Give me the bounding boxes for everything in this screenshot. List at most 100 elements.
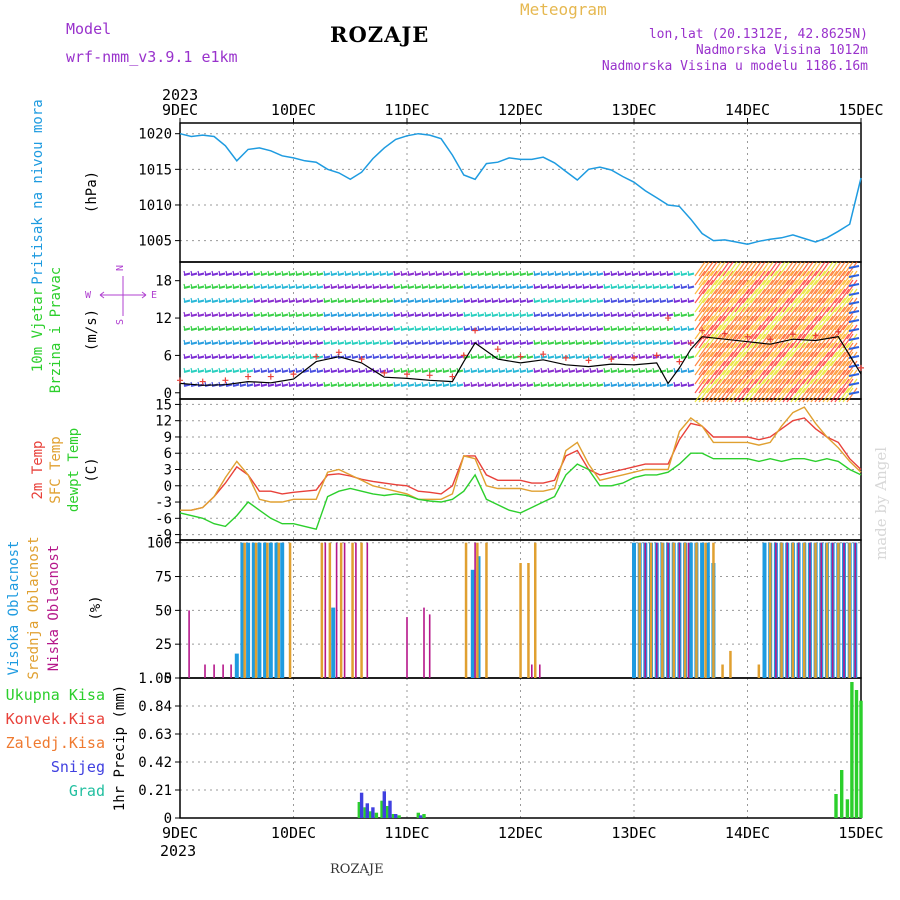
wind-barb-strong: [846, 324, 858, 340]
wind-barb-flag: [589, 339, 592, 345]
wind-barb-flag: [246, 311, 249, 317]
y-tick-label: 12: [155, 311, 172, 327]
wind-gust-mark: [767, 336, 774, 343]
wind-barb-flag: [624, 339, 627, 345]
wind-barb-flag: [477, 339, 480, 345]
wind-barb-strong: [746, 387, 758, 403]
wind-barb-strong: [778, 378, 790, 394]
wind-barb-strong: [722, 288, 734, 304]
cloud-mid-bar: [704, 542, 707, 678]
wind-barb-strong: [838, 297, 850, 313]
wind-barb-strong: [726, 360, 738, 376]
wind-barb-strong: [718, 279, 730, 295]
wind-barb-strong: [842, 306, 854, 322]
wind-barb-flag: [365, 283, 368, 289]
wind-barb-flag: [442, 311, 445, 317]
wind-barb-flag: [638, 297, 641, 303]
wind-barb-flag: [477, 270, 480, 276]
wind-gust-mark: [177, 377, 183, 384]
wind-barb-flag: [561, 283, 564, 289]
cloud-low-bar: [230, 664, 232, 678]
wind-barb-flag: [302, 311, 305, 317]
cloud-low-bar: [324, 542, 327, 678]
wind-barb-flag: [435, 297, 438, 303]
cloud-mid-bar: [825, 542, 829, 678]
wind-barb-flag: [393, 353, 396, 359]
precip-total-bar: [380, 800, 384, 818]
wind-barb-strong: [834, 297, 846, 313]
wind-barb-strong: [830, 261, 842, 277]
wind-barb-strong: [718, 288, 730, 304]
wind-barb-strong: [778, 369, 790, 385]
wind-barb-strong: [818, 333, 830, 349]
wind-barb-strong: [774, 306, 786, 322]
wind-barb-flag: [288, 297, 291, 303]
wind-barb-strong: [718, 315, 730, 331]
wind-gust-mark: [676, 358, 683, 365]
wind-barb-flag: [337, 325, 340, 331]
wind-gust-mark: [585, 357, 592, 364]
wind-barb-flag: [414, 325, 417, 331]
wind-barb-strong: [758, 306, 770, 322]
wind-barb-strong: [782, 360, 794, 376]
wind-barb-strong: [778, 360, 790, 376]
wind-barb-flag: [302, 353, 305, 359]
wind-barb-flag: [673, 297, 676, 303]
wind-barb-strong: [718, 351, 730, 367]
wind-barb-strong: [698, 360, 710, 376]
wind-barb-flag: [624, 297, 627, 303]
wind-barb-flag: [183, 325, 186, 331]
wind-barb-flag: [400, 270, 403, 276]
wind-barb-strong: [734, 378, 746, 394]
wind-barb-strong: [710, 324, 722, 340]
wind-barb-strong: [706, 270, 718, 286]
wind-barb-flag: [351, 325, 354, 331]
cloud-high-bar: [251, 542, 256, 678]
precip-total-bar: [386, 806, 390, 818]
wind-barb-strong: [758, 333, 770, 349]
wind-barb-flag: [190, 311, 193, 317]
wind-barb-strong: [802, 288, 814, 304]
wind-barb-flag: [379, 325, 382, 331]
wind-barb-strong: [746, 315, 758, 331]
wind-barb-flag: [491, 325, 494, 331]
wind-barb-strong: [746, 342, 758, 358]
wind-barb-flag: [253, 270, 256, 276]
wind-barb-flag: [295, 283, 298, 289]
wind-barb-strong: [822, 270, 834, 286]
wind-barb-flag: [253, 283, 256, 289]
wind-barb-strong: [786, 351, 798, 367]
wind-barb: [848, 391, 860, 395]
wind-barb-strong: [806, 378, 818, 394]
wind-barb-strong: [758, 360, 770, 376]
wind-barb-flag: [449, 381, 452, 387]
wind-barb-strong: [802, 342, 814, 358]
wind-barb-strong: [698, 279, 710, 295]
wind-barb-flag: [547, 283, 550, 289]
wind-barb-flag: [575, 283, 578, 289]
wind-barb-flag: [351, 297, 354, 303]
wind-barb-flag: [218, 297, 221, 303]
cloud-low-bar: [786, 542, 788, 678]
wind-barb-strong: [758, 288, 770, 304]
wind-barb-strong: [746, 306, 758, 322]
wind-barb-flag: [491, 297, 494, 303]
wind-barb-flag: [477, 353, 480, 359]
wind-barb-flag: [407, 367, 410, 373]
wind-barb-flag: [624, 381, 627, 387]
wind-barb-strong: [778, 279, 790, 295]
wind-barb-flag: [260, 325, 263, 331]
panel-frame-precip: [179, 677, 862, 819]
wind-barb-strong: [694, 342, 706, 358]
cloud-high-bar: [700, 542, 705, 678]
wind-barb-flag: [610, 381, 613, 387]
wind-barb-flag: [274, 270, 277, 276]
wind-barb-strong: [786, 342, 798, 358]
wind-barb-flag: [470, 381, 473, 387]
wind-barb-flag: [386, 367, 389, 373]
wind-barb-strong: [842, 288, 854, 304]
wind-barb-strong: [754, 288, 766, 304]
wind-barb-strong: [730, 315, 742, 331]
wind-barb-flag: [316, 367, 319, 373]
wind-barb-flag: [218, 339, 221, 345]
